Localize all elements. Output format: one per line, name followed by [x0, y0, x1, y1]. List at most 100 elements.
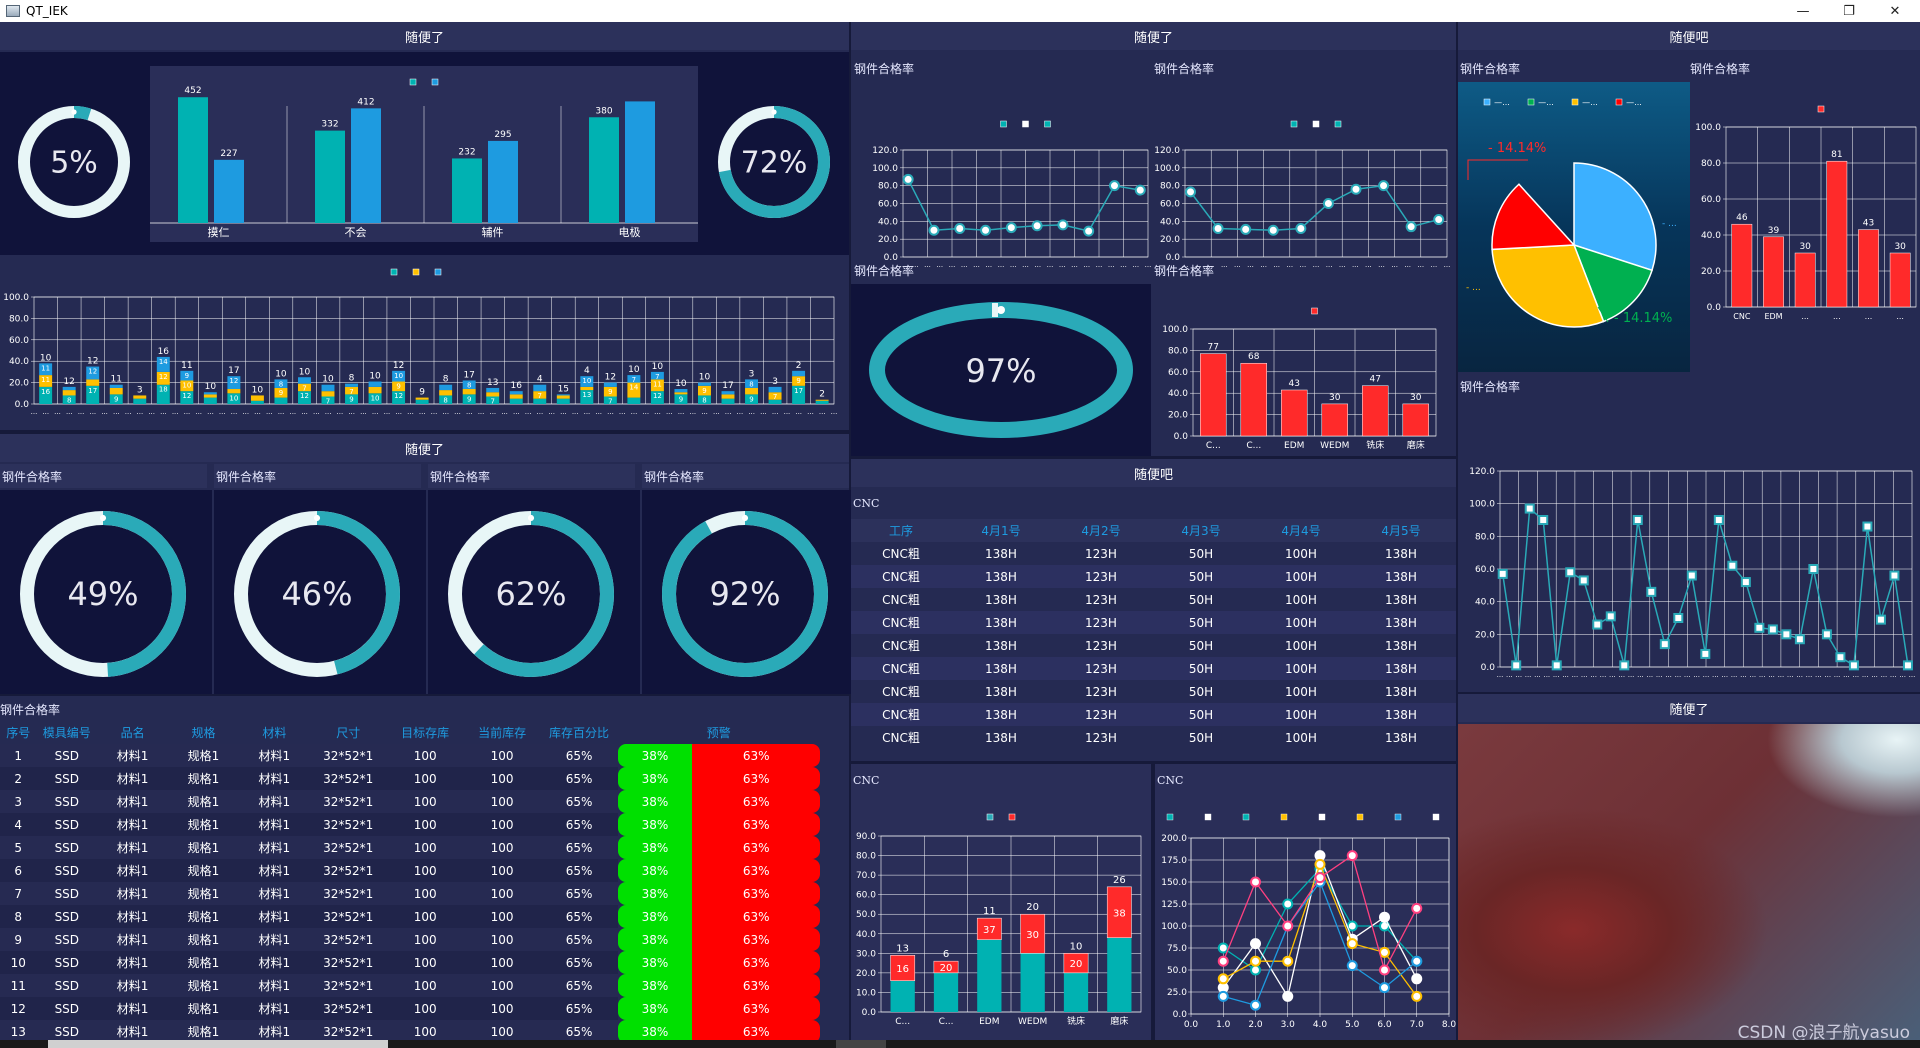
table-row[interactable]: 9 SSD 材料1 规格1 材料1 32*52*1 100 100 65% 38% 63%: [0, 928, 820, 951]
table-cell: 138H: [1351, 680, 1451, 703]
category-label: 辅件: [482, 225, 504, 239]
data-label: 8: [443, 375, 449, 385]
table-header-cell[interactable]: 当前库存: [463, 721, 541, 744]
data-label: 16: [511, 381, 523, 391]
bar-segment: [721, 391, 735, 395]
table-row[interactable]: 10 SSD 材料1 规格1 材料1 32*52*1 100 100 65% 38% 63%: [0, 951, 820, 974]
table-row[interactable]: 2 SSD 材料1 规格1 材料1 32*52*1 100 100 65% 38% 63%: [0, 767, 820, 790]
y-tick-label: 30.0: [856, 949, 876, 959]
data-point: [1108, 180, 1120, 192]
table-cell: 100: [463, 997, 541, 1020]
table-row[interactable]: CNC粗 138H 123H 50H 100H 138H: [851, 703, 1456, 726]
table-cell: [1451, 657, 1456, 680]
close-button[interactable]: ✕: [1889, 3, 1901, 19]
table-cell: 规格1: [168, 744, 239, 767]
bar-segment: [890, 980, 915, 1012]
table-cell: 65%: [540, 882, 618, 905]
data-label: 10: [582, 377, 591, 385]
table-header-cell[interactable]: 4月3号: [1151, 519, 1251, 542]
legend-marker: [1432, 813, 1440, 821]
table-row[interactable]: 5 SSD 材料1 规格1 材料1 32*52*1 100 100 65% 38% 63%: [0, 836, 820, 859]
bar-segment: [745, 387, 758, 395]
table-row[interactable]: 6 SSD 材料1 规格1 材料1 32*52*1 100 100 65% 38% 63%: [0, 859, 820, 882]
data-point: [1322, 198, 1334, 209]
table-header-cell[interactable]: 品名: [97, 721, 169, 744]
table-row[interactable]: CNC粗 138H 123H 50H 100H 138H: [851, 565, 1456, 588]
bar-segment: [1107, 937, 1132, 1012]
y-tick-label: 120.0: [1154, 146, 1180, 156]
x-tick-label: ...: [1260, 261, 1267, 269]
table-row[interactable]: 12 SSD 材料1 规格1 材料1 32*52*1 100 100 65% 38% 63%: [0, 997, 820, 1020]
x-tick-label: ...: [1759, 671, 1766, 679]
table-header-cell[interactable]: 规格: [168, 721, 239, 744]
table-row[interactable]: 4 SSD 材料1 规格1 材料1 32*52*1 100 100 65% 38% 63%: [0, 813, 820, 836]
table-row[interactable]: CNC粗 138H 123H 50H 100H 138H: [851, 726, 1456, 749]
table-cell: 38%: [617, 744, 693, 767]
table-row[interactable]: CNC粗 138H 123H 50H 100H 138H: [851, 657, 1456, 680]
data-point: [1713, 515, 1724, 525]
table-row[interactable]: 1 SSD 材料1 规格1 材料1 32*52*1 100 100 65% 38% 63%: [0, 744, 820, 767]
table-row[interactable]: CNC粗 138H 123H 50H 100H 138H: [851, 680, 1456, 703]
x-tick-label: ...: [254, 408, 261, 416]
table-header-cell[interactable]: 4月1号: [951, 519, 1051, 542]
gauge-1: 5%: [18, 106, 130, 218]
x-tick-label: 6.0: [1377, 1020, 1392, 1030]
data-point: [1767, 624, 1778, 635]
table-row[interactable]: 13 SSD 材料1 规格1 材料1 32*52*1 100 100 65% 38% 63%: [0, 1020, 820, 1040]
x-tick-label: ...: [900, 261, 907, 269]
window-title: QT_IEK: [26, 4, 68, 18]
table-row[interactable]: CNC粗 138H 123H 50H 100H 138H: [851, 542, 1456, 565]
data-point: [1632, 515, 1643, 525]
table-row[interactable]: CNC粗 138H 123H 50H 100H 138H: [851, 588, 1456, 611]
table-cell: 100: [386, 928, 464, 951]
table-row[interactable]: 11 SSD 材料1 规格1 材料1 32*52*1 100 100 65% 38% 63%: [0, 974, 820, 997]
table-cell: 材料1: [97, 882, 169, 905]
table-row[interactable]: CNC粗 138H 123H 50H 100H 138H: [851, 611, 1456, 634]
table-header-cell[interactable]: 4月2号: [1051, 519, 1151, 542]
table-header-cell[interactable]: 4: [1451, 519, 1456, 542]
y-tick-label: 60.0: [1160, 200, 1180, 210]
minimize-button[interactable]: —: [1796, 3, 1810, 19]
table-header-cell[interactable]: 库存百分比: [540, 721, 618, 744]
table-header-cell[interactable]: 模具编号: [36, 721, 98, 744]
table-row[interactable]: 3 SSD 材料1 规格1 材料1 32*52*1 100 100 65% 38% 63%: [0, 790, 820, 813]
data-label: 11: [181, 361, 192, 371]
table-cell: SSD: [36, 928, 98, 951]
bar: [351, 108, 381, 223]
table-header-cell[interactable]: 尺寸: [309, 721, 387, 744]
data-label: 16: [896, 964, 909, 975]
bar-segment: [792, 385, 806, 404]
data-label: 30: [1329, 393, 1341, 403]
category-label: CNC: [1733, 312, 1751, 321]
table-row[interactable]: CNC粗 138H 123H 50H 100H 138H: [851, 634, 1456, 657]
category-label: 铣床: [1067, 1015, 1085, 1027]
data-label: 3: [772, 377, 778, 387]
legend-marker: [1280, 813, 1288, 821]
data-point: [1250, 938, 1261, 950]
gauge-label: 钢件合格率: [428, 464, 635, 488]
maximize-button[interactable]: ❐: [1843, 3, 1855, 19]
data-label: 2: [796, 361, 802, 371]
bar-segment: [674, 392, 688, 395]
table-cell: 138H: [951, 634, 1051, 657]
table-row[interactable]: 7 SSD 材料1 规格1 材料1 32*52*1 100 100 65% 38% 63%: [0, 882, 820, 905]
table-header-cell[interactable]: 预警: [617, 721, 820, 744]
table-header-cell[interactable]: 材料: [238, 721, 310, 744]
table-header-cell[interactable]: 4月5号: [1351, 519, 1451, 542]
table-header-cell[interactable]: 目标存库: [386, 721, 464, 744]
table-header-cell[interactable]: 工序: [851, 519, 951, 542]
table-cell: [1451, 703, 1456, 726]
x-tick-label: ...: [560, 408, 567, 416]
data-point: [1808, 564, 1819, 574]
data-label: 81: [1831, 150, 1842, 160]
table-row[interactable]: 8 SSD 材料1 规格1 材料1 32*52*1 100 100 65% 38% 63%: [0, 905, 820, 928]
table-cell: 65%: [540, 928, 618, 951]
table-header-cell[interactable]: 4月4号: [1251, 519, 1351, 542]
x-tick-label: ...: [1806, 671, 1813, 679]
table-cell: 6: [0, 859, 37, 882]
table-cell: 138H: [1351, 726, 1451, 749]
bar-segment: [392, 391, 406, 404]
data-point: [1314, 858, 1326, 870]
table-header-cell[interactable]: 序号: [0, 721, 37, 744]
table-cell: 100: [463, 790, 541, 813]
